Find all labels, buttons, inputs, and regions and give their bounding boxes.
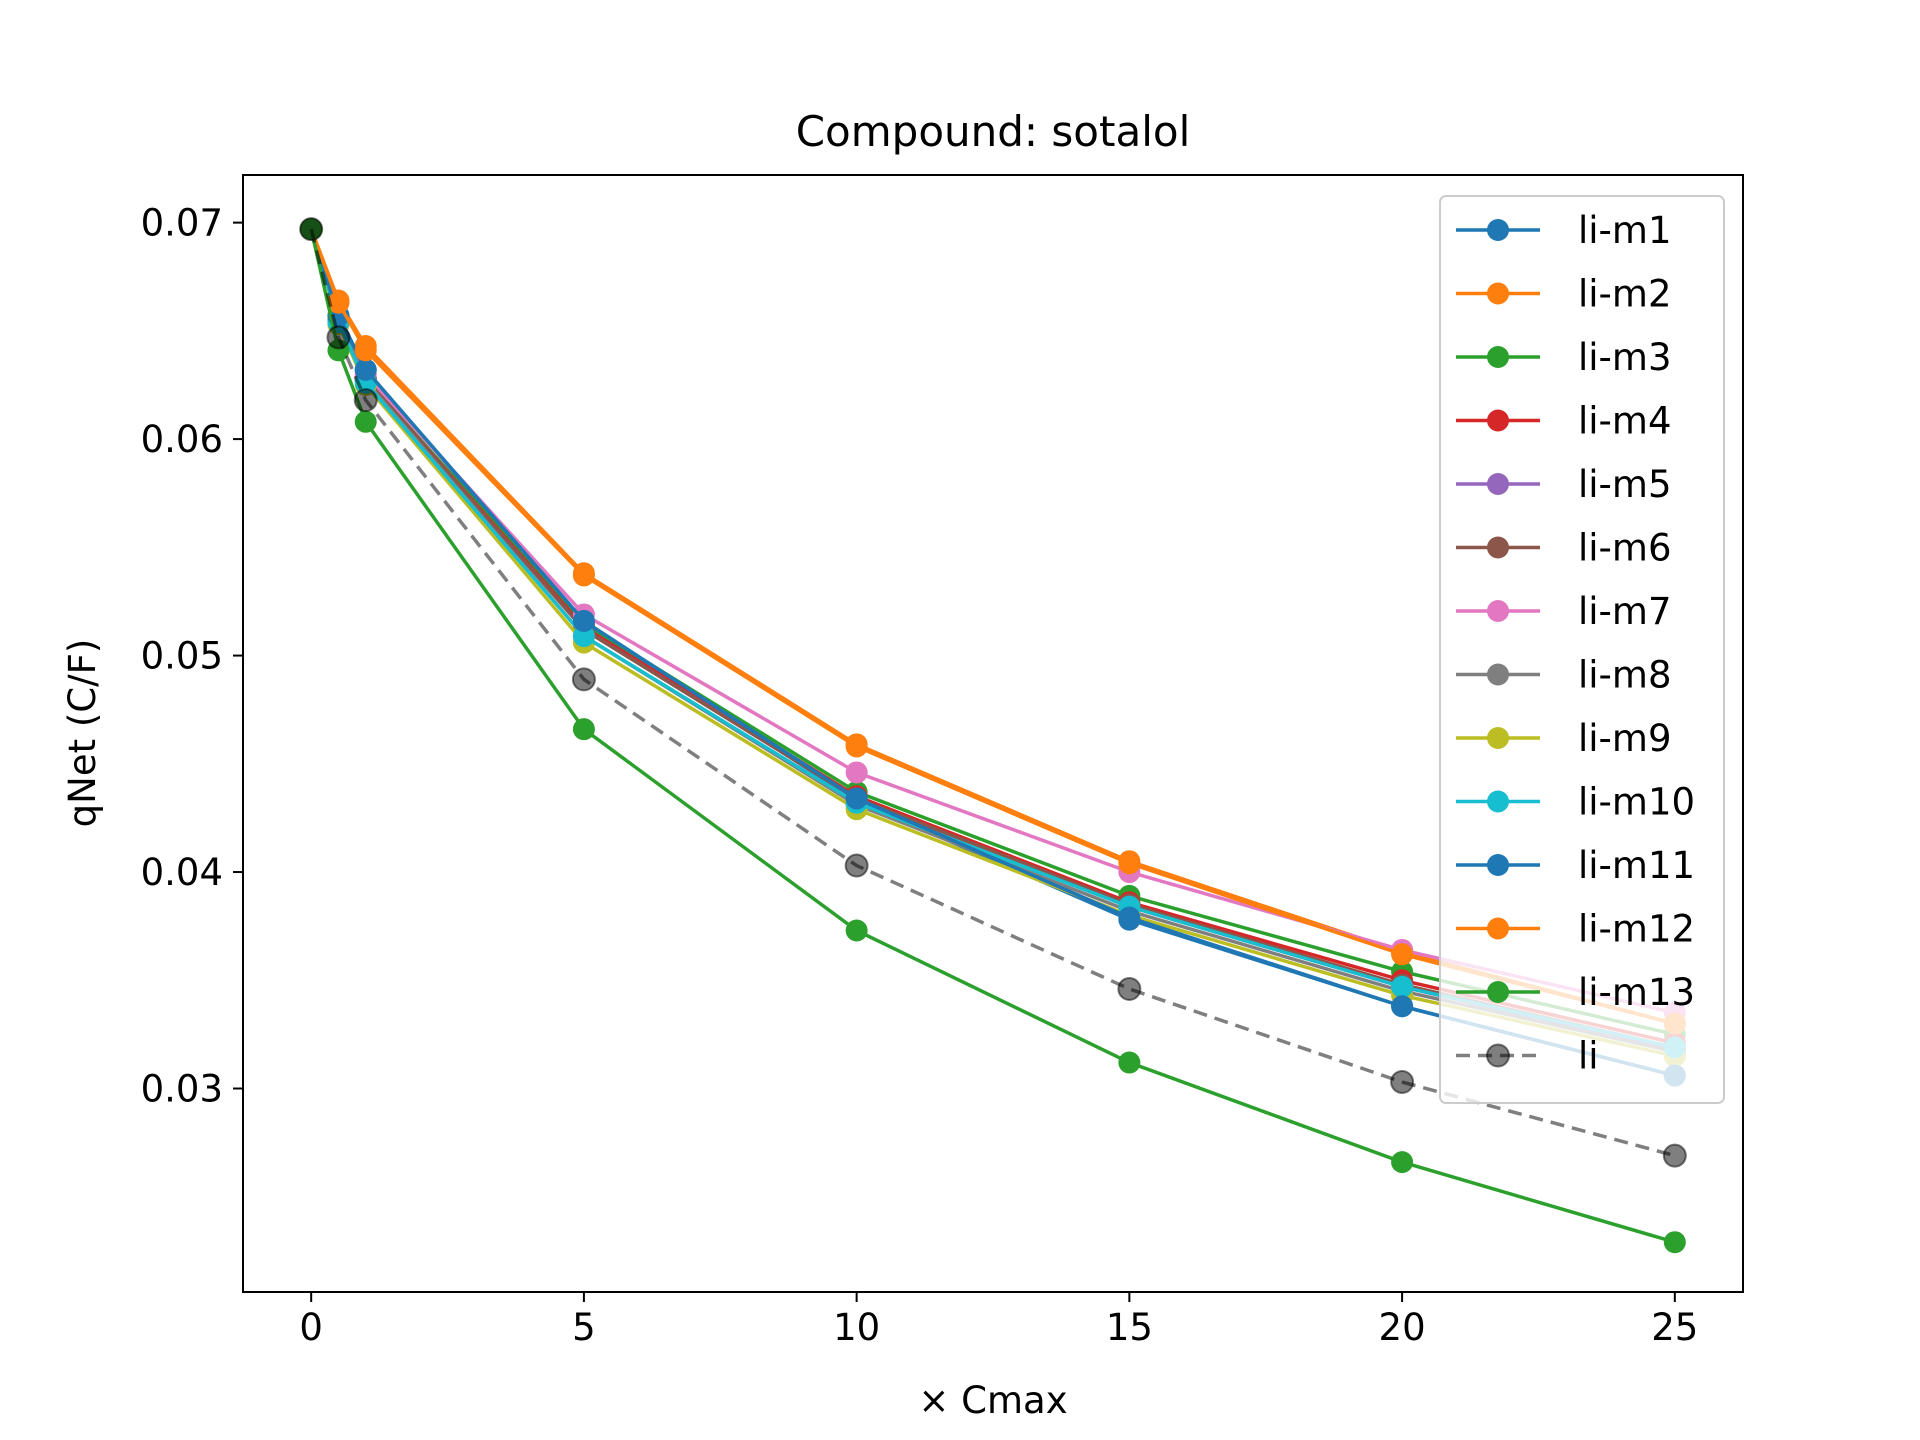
y-tick-label: 0.03 <box>141 1068 223 1111</box>
y-tick-label: 0.05 <box>141 635 223 678</box>
legend-label: li-m9 <box>1578 717 1672 760</box>
data-point <box>845 787 868 810</box>
legend-item-li-m6: li-m6 <box>1456 527 1672 570</box>
data-point <box>845 761 868 784</box>
y-tick-label: 0.04 <box>141 851 223 894</box>
legend-label: li-m3 <box>1578 336 1672 379</box>
legend-label: li-m11 <box>1578 844 1695 887</box>
legend-swatch-marker <box>1487 917 1509 940</box>
legend-swatch-marker <box>1487 473 1509 495</box>
data-point <box>1118 1051 1141 1074</box>
legend-item-li-m3: li-m3 <box>1456 336 1672 379</box>
data-point <box>1391 975 1414 998</box>
legend-swatch-marker <box>1487 981 1509 1003</box>
legend-item-li-m4: li-m4 <box>1456 400 1672 443</box>
legend-swatch-marker <box>1487 346 1509 368</box>
y-axis-label: qNet (C/F) <box>61 639 104 828</box>
data-point <box>1118 852 1141 875</box>
x-tick-label: 15 <box>1106 1306 1153 1349</box>
data-point <box>1663 1231 1686 1254</box>
chart-title: Compound: sotalol <box>796 107 1191 156</box>
data-point <box>354 339 377 362</box>
legend-item-li-m9: li-m9 <box>1456 717 1672 760</box>
legend-item-li-m13: li-m13 <box>1456 971 1695 1014</box>
legend-label: li-m5 <box>1578 463 1672 506</box>
data-point <box>299 217 324 242</box>
legend-label: li-m10 <box>1578 781 1695 824</box>
data-point <box>572 625 595 648</box>
legend-swatch-marker <box>1487 536 1509 559</box>
plot-area <box>299 217 1687 1254</box>
data-point <box>571 667 596 692</box>
legend-item-li-m7: li-m7 <box>1456 590 1672 633</box>
legend-swatch-marker <box>1487 282 1509 305</box>
legend-label: li-m12 <box>1578 908 1695 951</box>
legend-item-li-m11: li-m11 <box>1456 844 1695 887</box>
legend-swatch-marker <box>1486 1043 1510 1068</box>
data-point <box>1118 906 1141 929</box>
x-tick-label: 10 <box>833 1306 880 1349</box>
legend-label: li-m1 <box>1578 209 1672 252</box>
data-point <box>845 735 868 758</box>
series-line <box>309 228 1676 1244</box>
legend-box <box>1439 195 1725 1104</box>
legend-item-li-m1: li-m1 <box>1456 209 1672 252</box>
x-tick-label: 25 <box>1651 1306 1698 1349</box>
legend-swatch-marker <box>1487 854 1509 876</box>
legend-label: li-m8 <box>1578 654 1672 697</box>
legend-swatch-marker <box>1487 409 1509 432</box>
data-point <box>1390 1070 1415 1095</box>
y-tick-label: 0.06 <box>141 418 223 461</box>
legend-label: li-m6 <box>1578 527 1672 570</box>
data-point <box>353 388 378 413</box>
axes-frame <box>242 174 1744 1293</box>
legend-item-li-m2: li-m2 <box>1456 273 1672 316</box>
data-point <box>1117 976 1142 1001</box>
data-point <box>572 564 595 587</box>
data-point <box>326 325 351 350</box>
legend-swatch-marker <box>1487 727 1509 749</box>
y-axis: 0.03 0.04 0.05 0.06 0.07 <box>141 202 243 1111</box>
legend-item-li-m5: li-m5 <box>1456 463 1672 506</box>
data-point <box>354 410 377 433</box>
legend-label: li-m4 <box>1578 400 1672 443</box>
data-point <box>327 291 350 314</box>
legend-label: li-m7 <box>1578 590 1672 633</box>
legend-swatch-marker <box>1487 790 1509 813</box>
legend-swatch-marker <box>1487 663 1509 686</box>
legend-item-li-m8: li-m8 <box>1456 654 1672 697</box>
x-tick-label: 5 <box>572 1306 596 1349</box>
x-axis-label: × Cmax <box>918 1379 1067 1422</box>
legend: li-m1 li-m2 li-m3 li-m4 li-m5 li-m6 li-m7 li-m8… <box>1439 195 1725 1104</box>
legend-swatch-marker <box>1487 600 1509 622</box>
data-point <box>354 358 377 381</box>
y-tick-label: 0.07 <box>141 202 223 245</box>
x-tick-label: 20 <box>1379 1306 1426 1349</box>
legend-label: li-m2 <box>1578 273 1672 316</box>
data-point <box>1391 1151 1414 1174</box>
x-axis: 0 5 10 15 20 25 <box>299 1292 1698 1349</box>
data-point <box>1391 943 1414 966</box>
data-point <box>1391 995 1414 1018</box>
data-point <box>1662 1143 1687 1168</box>
legend-label: li <box>1578 1035 1599 1078</box>
data-point <box>845 919 868 942</box>
legend-item-li-m12: li-m12 <box>1456 908 1695 951</box>
legend-item-li-m10: li-m10 <box>1456 781 1695 824</box>
data-point <box>844 853 869 878</box>
data-point <box>572 718 595 741</box>
series-li <box>299 217 1687 1168</box>
data-point <box>572 609 595 632</box>
x-tick-label: 0 <box>299 1306 323 1349</box>
legend-swatch-marker <box>1487 219 1509 241</box>
legend-label: li-m13 <box>1578 971 1695 1014</box>
legend-item-li: li <box>1456 1035 1599 1078</box>
